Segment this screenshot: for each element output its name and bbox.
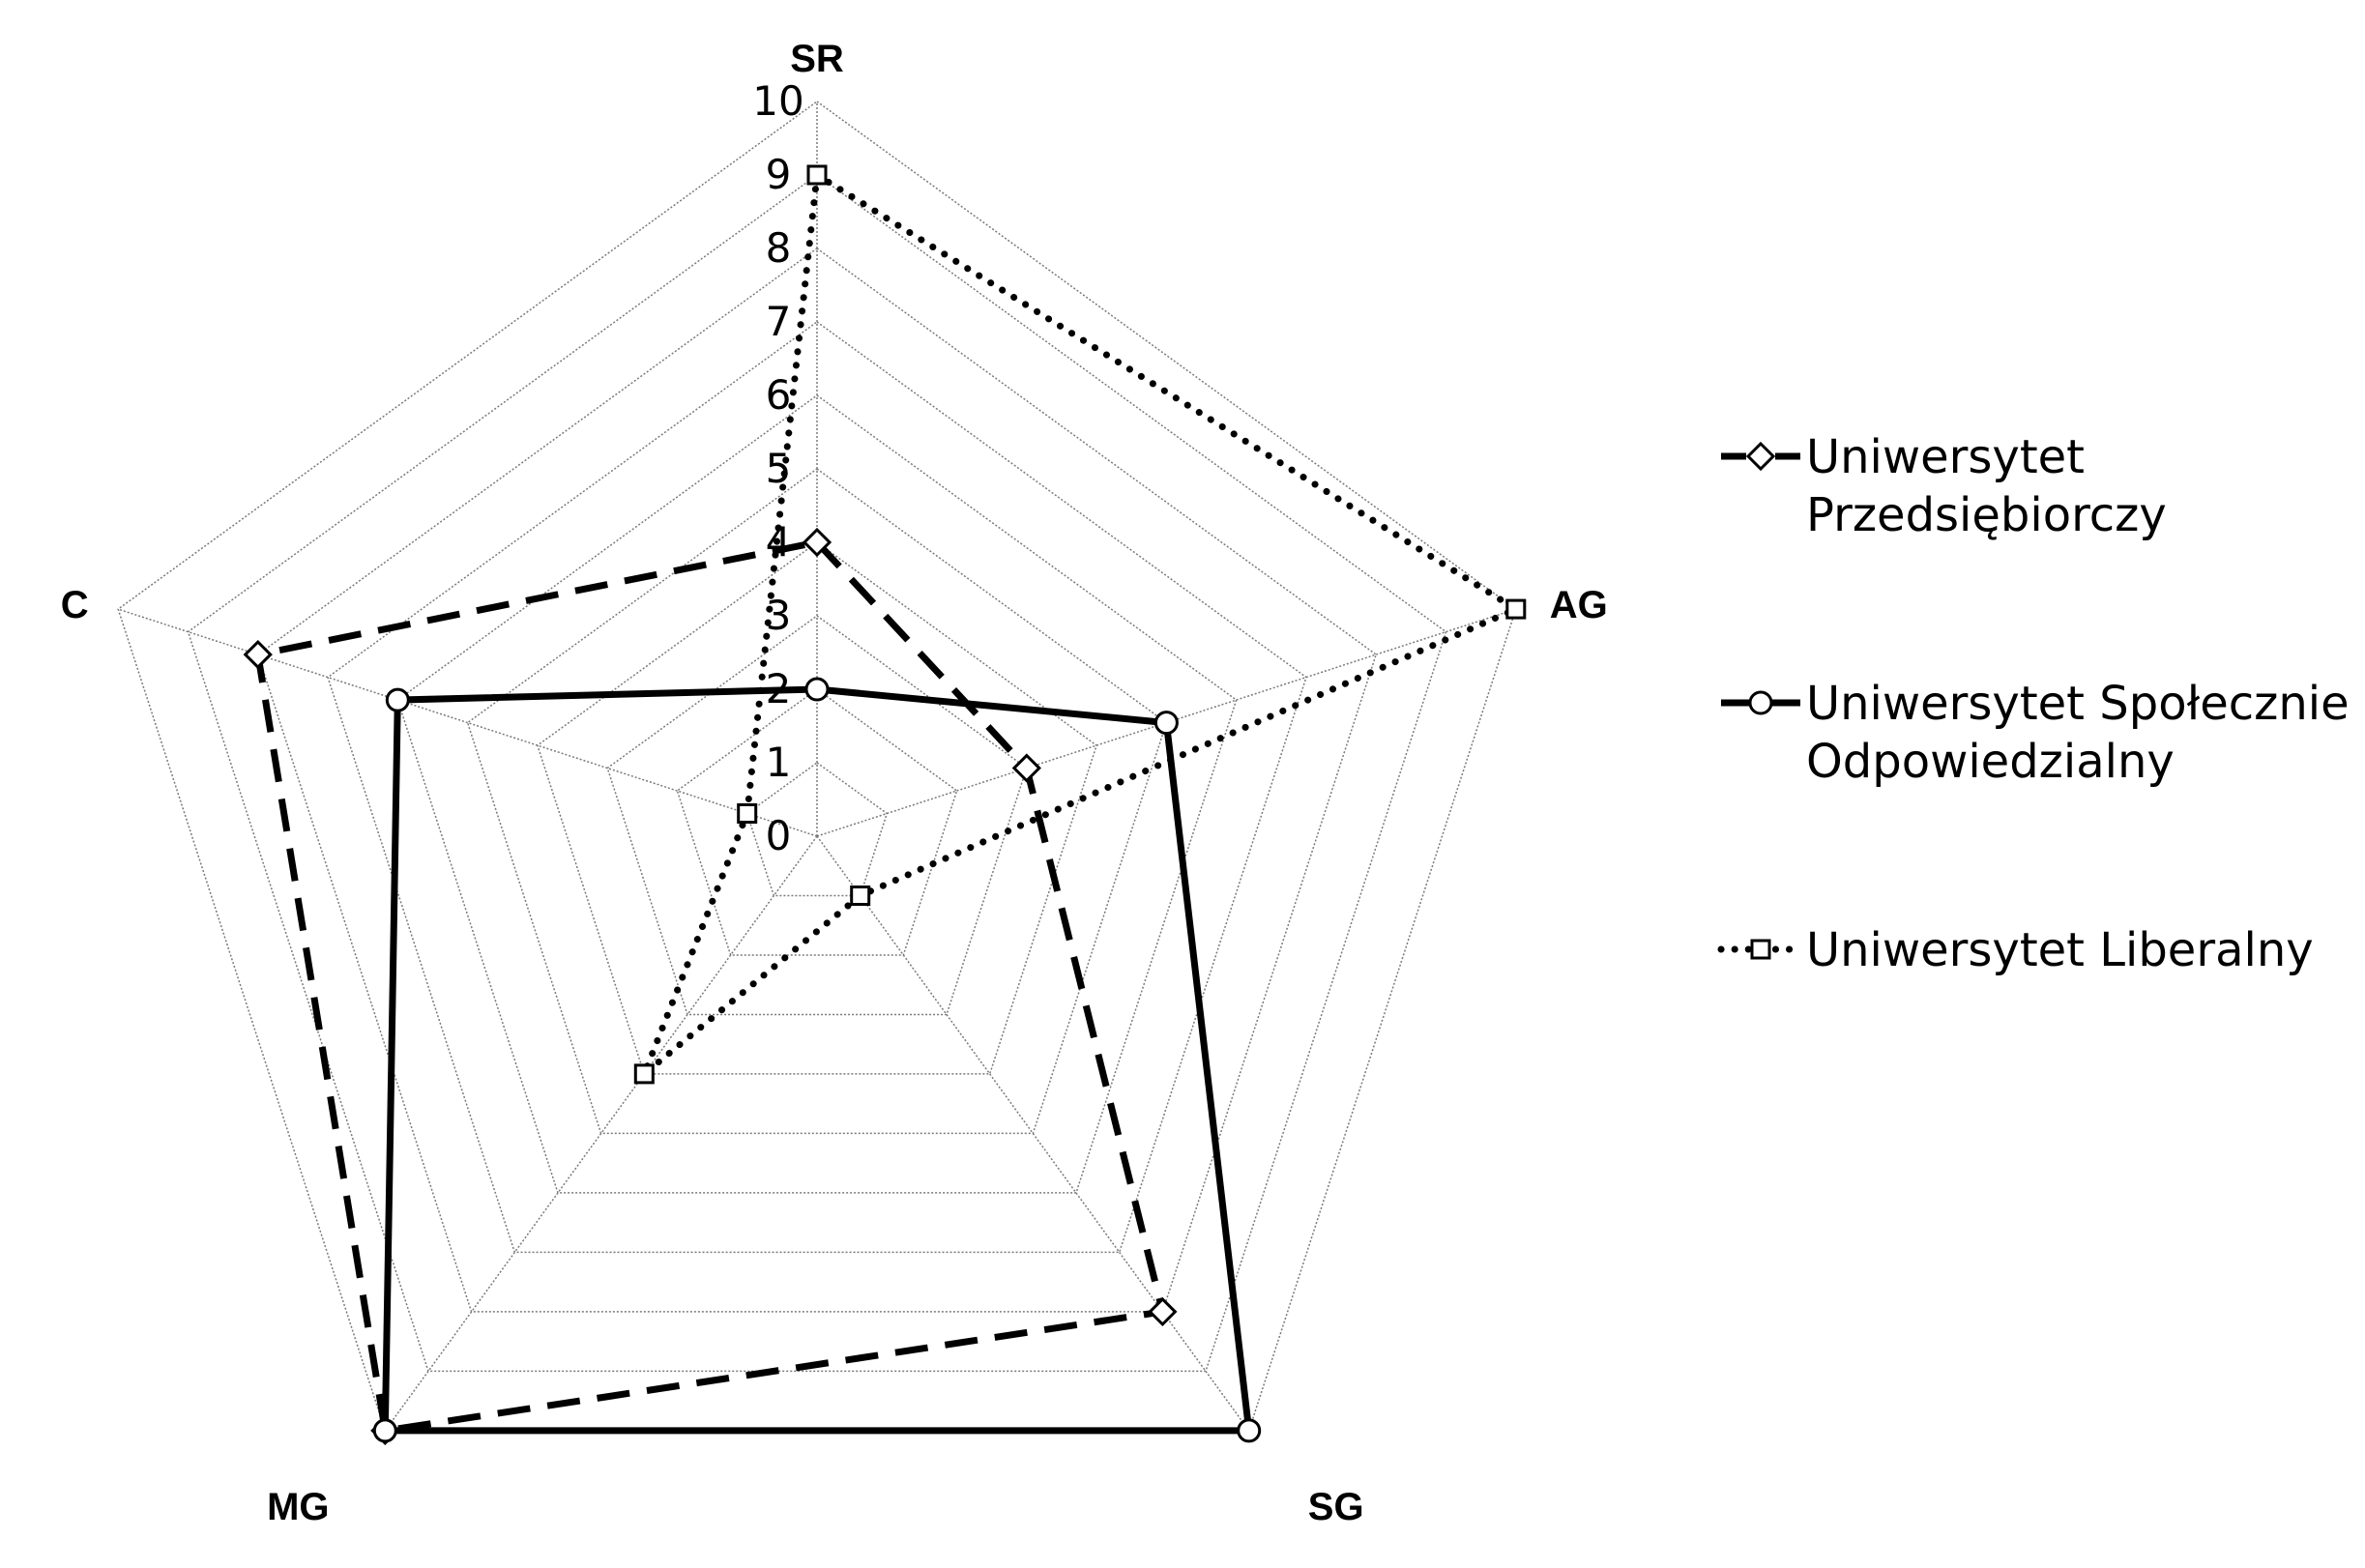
data-point-1-c (243, 639, 273, 670)
data-point-3-sg (850, 886, 871, 906)
grid-ring-3 (606, 615, 1028, 1016)
axis-label-c: C (61, 584, 89, 626)
data-point-1-sg (1148, 1296, 1178, 1327)
legend-swatch-marker (1748, 690, 1773, 715)
spoke-sg (816, 835, 1250, 1432)
series-line-2 (381, 685, 1253, 1435)
legend-label: Odpowiedzialny (1806, 735, 2175, 789)
grid-ring-1 (745, 762, 889, 897)
spoke-c (117, 608, 818, 837)
series-2 (372, 677, 1262, 1443)
legend-label: Uniwersytet (1806, 430, 2085, 484)
series-line-1 (253, 538, 1167, 1435)
data-point-2-mg (372, 1418, 397, 1443)
grid-ring-2 (676, 688, 958, 956)
legend-swatch-marker (1745, 441, 1776, 472)
axis-label-ag: AG (1550, 584, 1608, 626)
legend-entry-3: Uniwersytet Liberalny (1717, 923, 2314, 977)
spoke-mg (384, 835, 818, 1432)
tick-label-7: 7 (766, 298, 792, 345)
series-line-3 (641, 169, 1524, 1077)
grid-ring-8 (256, 247, 1378, 1313)
data-point-2-sg (1237, 1418, 1262, 1443)
axis-label-sr: SR (790, 38, 844, 80)
tick-label-1: 1 (766, 739, 792, 786)
tick-label-0: 0 (766, 812, 792, 859)
series-3 (633, 164, 1527, 1085)
legend-label: Uniwersytet Liberalny (1806, 923, 2314, 977)
data-point-2-c (385, 687, 410, 712)
tick-label-8: 8 (766, 224, 792, 272)
legend-label: Przedsiębiorczy (1806, 488, 2167, 542)
grid-ring-5 (466, 468, 1168, 1135)
tick-label-6: 6 (766, 371, 792, 419)
grid-ring-7 (327, 321, 1307, 1254)
tick-label-9: 9 (766, 151, 792, 198)
axis-label-mg: MG (267, 1486, 329, 1528)
data-point-2-ag (1153, 711, 1179, 736)
data-point-1-sr (802, 527, 832, 558)
grid-ring-6 (396, 394, 1238, 1194)
legend-swatch-marker (1750, 939, 1771, 960)
axis-label-sg: SG (1308, 1486, 1364, 1528)
series-layer (243, 164, 1527, 1445)
tick-label-3: 3 (766, 592, 792, 639)
data-point-3-ag (1505, 598, 1527, 620)
data-point-3-sr (806, 164, 828, 186)
legend-label: Uniwersytet Społecznie (1806, 677, 2350, 731)
axis-labels: SR AG SG MG C (61, 38, 1608, 1528)
tick-label-5: 5 (766, 445, 792, 492)
data-point-1-ag (1011, 753, 1041, 783)
tick-label-10: 10 (752, 77, 803, 125)
data-point-2-sr (804, 677, 830, 702)
data-point-3-mg (633, 1063, 655, 1085)
radar-spokes (117, 102, 1517, 1432)
data-point-3-c (737, 803, 758, 824)
